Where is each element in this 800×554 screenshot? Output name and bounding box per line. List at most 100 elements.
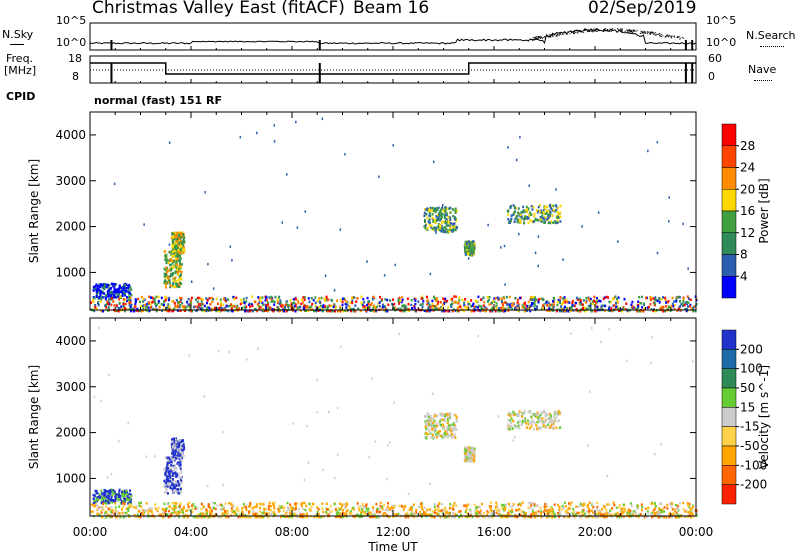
station-title: Christmas Valley East (fitACF) [92, 0, 345, 18]
heatmap-cell [442, 220, 445, 224]
heatmap-cell [479, 309, 482, 313]
heatmap-cell [670, 304, 673, 308]
heatmap-cell [244, 310, 247, 313]
heatmap-cell [423, 436, 426, 439]
heatmap-cell [104, 505, 107, 508]
heatmap-cell [606, 511, 609, 515]
heatmap-cell [530, 422, 533, 426]
heatmap-cell [93, 504, 96, 507]
heatmap-cell [207, 515, 210, 519]
heatmap-cell [587, 297, 590, 301]
nsearch-dot [673, 35, 675, 37]
heatmap-cell [424, 415, 426, 418]
heatmap-cell [666, 503, 669, 507]
heatmap-cell [124, 298, 127, 302]
heatmap-cell [299, 309, 302, 312]
heatmap-cell [221, 508, 224, 511]
heatmap-cell [165, 259, 168, 263]
heatmap-cell [636, 310, 639, 313]
heatmap-cell [207, 262, 209, 266]
nsearch-dot [633, 30, 635, 32]
heatmap-cell [441, 215, 443, 219]
nsearch-dot [581, 31, 583, 33]
heatmap-cell [171, 464, 174, 468]
heatmap-cell [284, 303, 287, 307]
heatmap-cell [557, 213, 560, 216]
heatmap-cell [180, 232, 183, 235]
heatmap-cell [316, 299, 319, 303]
heatmap-cell [445, 227, 448, 231]
heatmap-cell [464, 504, 467, 507]
heatmap-cell [170, 443, 173, 446]
heatmap-cell [107, 309, 110, 312]
heatmap-cell [339, 228, 342, 231]
heatmap-cell [536, 306, 538, 310]
heatmap-cell [128, 496, 131, 500]
heatmap-cell [359, 505, 362, 508]
heatmap-cell [134, 298, 137, 301]
heatmap-cell [173, 241, 176, 245]
heatmap-cell [407, 308, 410, 311]
heatmap-cell [350, 309, 352, 313]
heatmap-cell [435, 218, 438, 221]
heatmap-cell [424, 220, 426, 223]
heatmap-cell [290, 305, 293, 309]
heatmap-cell [463, 304, 466, 307]
heatmap-cell [522, 302, 525, 306]
heatmap-cell [466, 300, 469, 304]
heatmap-cell [379, 505, 382, 508]
heatmap-cell [434, 221, 437, 224]
heatmap-cell [641, 306, 644, 309]
heatmap-cell [139, 501, 142, 505]
heatmap-cell [685, 309, 688, 313]
heatmap-cell [487, 223, 489, 227]
heatmap-cell [113, 283, 116, 286]
heatmap-cell [359, 309, 362, 313]
heatmap-cell [658, 296, 661, 300]
heatmap-cell [154, 503, 157, 506]
nsearch-dot [539, 37, 541, 39]
nsearch-dot [651, 32, 653, 34]
heatmap-cell [303, 513, 306, 516]
heatmap-cell [487, 515, 490, 519]
heatmap-cell [432, 417, 435, 421]
heatmap-cell [502, 309, 505, 312]
heatmap-cell [170, 507, 173, 511]
nsearch-label: N.Search [746, 29, 796, 42]
heatmap-cell [548, 412, 551, 416]
heatmap-cell [504, 515, 507, 519]
nsky-label: N.Sky [2, 28, 34, 41]
heatmap-cell [330, 304, 333, 307]
heatmap-cell [688, 502, 691, 506]
nsearch-dot [649, 33, 651, 35]
heatmap-cell [500, 506, 503, 509]
heatmap-cell [449, 433, 452, 437]
heatmap-cell [564, 309, 567, 312]
heatmap-cell [489, 310, 492, 313]
heatmap-cell [467, 252, 470, 255]
heatmap-cell [550, 220, 553, 223]
heatmap-cell [368, 306, 371, 309]
heatmap-cell [169, 470, 172, 474]
heatmap-cell [529, 309, 532, 313]
heatmap-cell [584, 515, 587, 519]
nsearch-dot [558, 34, 560, 36]
heatmap-cell [534, 414, 537, 418]
heatmap-cell [322, 305, 325, 309]
heatmap-cell [93, 494, 96, 498]
heatmap-cell [178, 261, 181, 265]
nsearch-dot [659, 33, 661, 35]
heatmap-cell [97, 300, 100, 304]
heatmap-cell [498, 513, 501, 516]
heatmap-cell [271, 299, 274, 303]
heatmap-cell [431, 216, 434, 220]
heatmap-cell [532, 295, 535, 299]
nsearch-dot [652, 31, 654, 33]
heatmap-cell [127, 287, 130, 290]
heatmap-cell [289, 299, 292, 302]
heatmap-cell [126, 296, 128, 299]
heatmap-cell [433, 209, 436, 213]
nsearch-dot [535, 36, 537, 38]
heatmap-cell [509, 206, 512, 209]
heatmap-cell [525, 205, 528, 209]
